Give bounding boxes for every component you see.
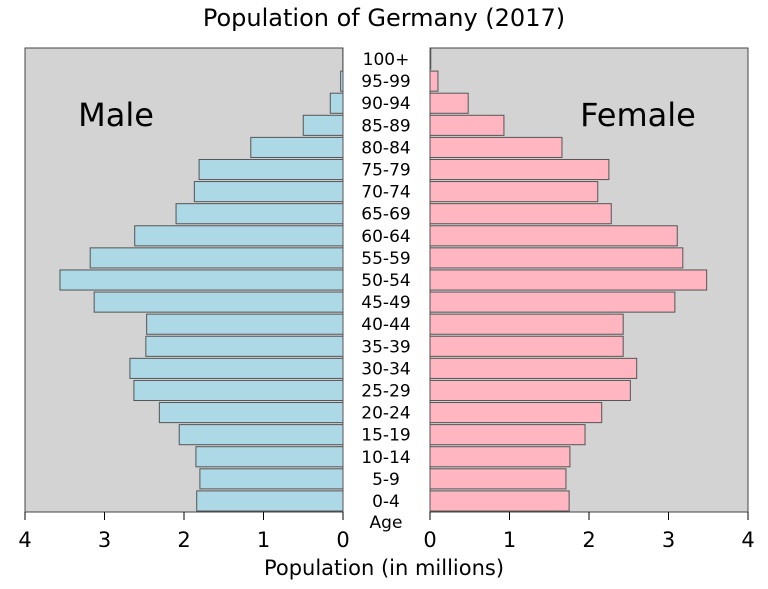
category-label: 70-74 [361, 183, 410, 203]
bar [134, 380, 343, 400]
category-label: 0-4 [372, 492, 400, 512]
bar [179, 425, 343, 445]
x-tick-label: 1 [503, 528, 516, 552]
x-tick-label: 0 [336, 528, 349, 552]
bar [199, 159, 343, 179]
bar [430, 49, 431, 69]
bar [94, 292, 343, 312]
bar [196, 447, 343, 467]
category-label: 5-9 [372, 470, 400, 490]
category-axis-label: Age [370, 513, 403, 533]
series-label: Male [78, 96, 154, 134]
bar [159, 403, 343, 423]
bar [251, 137, 343, 157]
category-label: 30-34 [361, 359, 410, 379]
x-axis-label: Population (in millions) [264, 556, 504, 580]
category-label: 10-14 [361, 448, 410, 468]
bar [60, 270, 343, 290]
bar [430, 159, 609, 179]
category-label: 60-64 [361, 227, 410, 247]
bar [430, 248, 683, 268]
category-label: 80-84 [361, 138, 410, 158]
bar [330, 93, 343, 113]
category-label: 55-59 [361, 249, 410, 269]
category-label: 95-99 [361, 72, 410, 92]
bar [430, 314, 623, 334]
category-label: 45-49 [361, 293, 410, 313]
category-label: 40-44 [361, 315, 410, 335]
x-tick-label: 2 [582, 528, 595, 552]
bar [200, 469, 343, 489]
bar [430, 226, 677, 246]
category-label: 100+ [363, 50, 410, 70]
bar [197, 491, 343, 511]
bar [430, 336, 623, 356]
bar [430, 380, 630, 400]
category-label: 15-19 [361, 426, 410, 446]
series-label: Female [580, 96, 696, 134]
x-tick-label: 0 [423, 528, 436, 552]
bar [130, 358, 343, 378]
category-label: 25-29 [361, 381, 410, 401]
bar [430, 182, 598, 202]
bar [430, 425, 585, 445]
bar [430, 469, 566, 489]
bar [176, 204, 343, 224]
bar [430, 358, 637, 378]
category-label: 50-54 [361, 271, 410, 291]
x-tick-label: 3 [662, 528, 675, 552]
bar [430, 491, 569, 511]
bar [341, 71, 343, 91]
chart-title: Population of Germany (2017) [203, 4, 565, 32]
category-label: 75-79 [361, 161, 410, 181]
category-label: 65-69 [361, 205, 410, 225]
bar [430, 137, 562, 157]
category-label: 35-39 [361, 337, 410, 357]
bar [430, 447, 570, 467]
x-tick-label: 1 [257, 528, 270, 552]
x-tick-label: 4 [741, 528, 754, 552]
bar [430, 93, 468, 113]
bar [90, 248, 343, 268]
bar [430, 403, 602, 423]
category-label: 90-94 [361, 94, 410, 114]
bar [146, 336, 343, 356]
bar [430, 204, 611, 224]
category-label: 20-24 [361, 404, 410, 424]
x-tick-label: 4 [18, 528, 31, 552]
bar [147, 314, 343, 334]
bar [430, 115, 504, 135]
category-label: 85-89 [361, 116, 410, 136]
x-tick-label: 2 [177, 528, 190, 552]
bar [194, 182, 343, 202]
bar [430, 71, 438, 91]
bar [303, 115, 343, 135]
x-tick-label: 3 [98, 528, 111, 552]
bar [430, 292, 675, 312]
bar [135, 226, 343, 246]
bar [430, 270, 707, 290]
